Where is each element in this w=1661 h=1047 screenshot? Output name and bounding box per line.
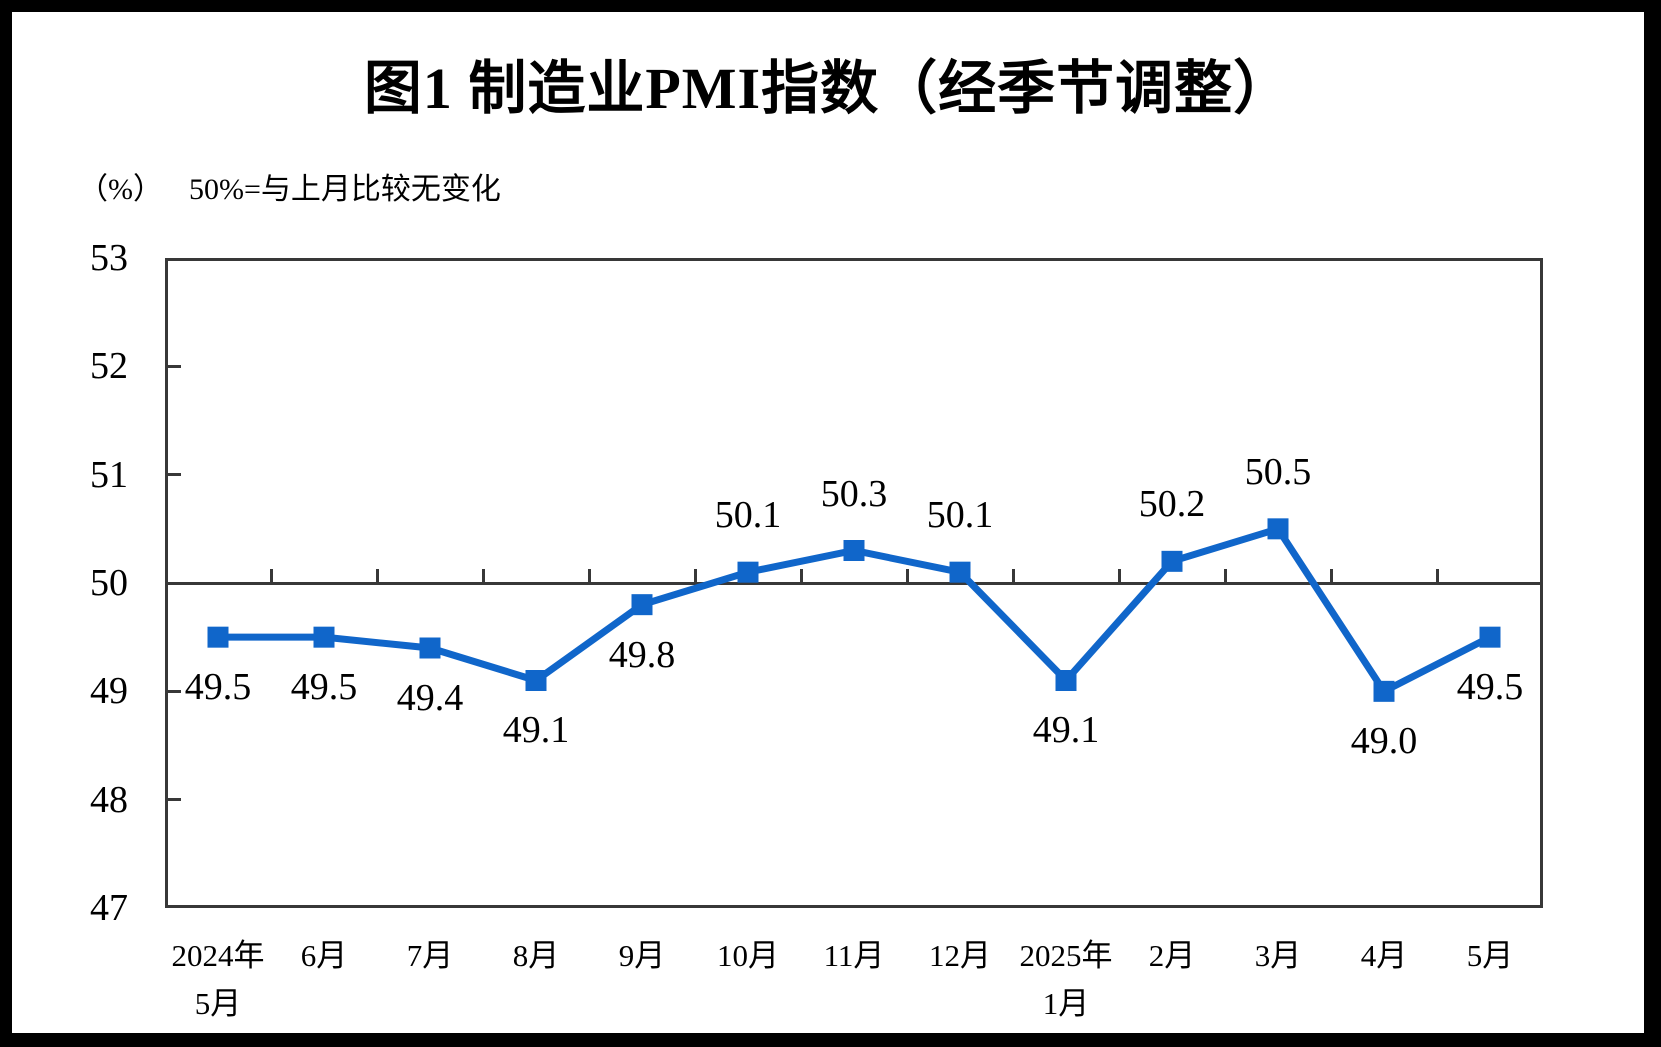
data-point-marker	[1479, 626, 1501, 648]
x-axis-label: 9月	[557, 932, 727, 980]
x-axis-tick	[270, 569, 273, 583]
x-axis-label: 12月	[875, 932, 1045, 980]
x-axis-label-line: 12月	[929, 938, 991, 973]
data-label: 50.1	[926, 494, 994, 536]
data-point-marker	[1055, 670, 1077, 691]
x-axis-tick	[1436, 569, 1439, 583]
data-label: 49.5	[290, 666, 358, 708]
data-label: 50.1	[714, 494, 782, 536]
x-axis-label-line: 3月	[1254, 938, 1302, 973]
x-axis-tick	[376, 569, 379, 583]
x-axis-tick	[1330, 569, 1333, 583]
data-label: 49.1	[502, 709, 570, 751]
y-axis-label: 48	[90, 778, 128, 821]
baseline-50-line	[165, 582, 1543, 585]
y-axis-tick	[168, 365, 181, 368]
unit-label: （%）	[78, 173, 163, 206]
x-axis-label-line: 5月	[1466, 938, 1514, 973]
y-axis-tick	[168, 798, 181, 801]
x-axis-label-line: 6月	[300, 938, 348, 973]
data-point-marker	[1161, 550, 1183, 572]
y-axis-label: 52	[90, 345, 128, 388]
data-label: 50.5	[1244, 451, 1312, 493]
data-label: 50.2	[1138, 483, 1206, 525]
x-axis-tick	[694, 569, 697, 583]
baseline-note: 50%=与上月比较无变化	[189, 173, 501, 206]
x-axis-tick	[800, 569, 803, 583]
x-axis-label: 5月	[1405, 932, 1575, 980]
data-point-marker	[949, 561, 971, 583]
x-axis-tick	[482, 569, 485, 583]
x-axis-label-line: 5月	[194, 986, 242, 1021]
data-label: 49.8	[608, 634, 676, 676]
x-axis-label-line: 1月	[1042, 986, 1090, 1021]
y-axis-tick	[168, 690, 181, 693]
x-axis-label-line: 9月	[618, 938, 666, 973]
data-point-marker	[419, 637, 441, 659]
y-axis-tick	[168, 473, 181, 476]
y-axis-label: 49	[90, 670, 128, 713]
x-axis-label-line: 8月	[512, 938, 560, 973]
axis-unit-row: （%） 50%=与上月比较无变化	[78, 170, 501, 210]
data-point-marker	[313, 626, 335, 648]
data-label: 49.0	[1350, 720, 1418, 762]
data-label: 49.4	[396, 677, 464, 719]
x-axis-label: 3月	[1193, 932, 1363, 980]
data-point-marker	[207, 626, 229, 648]
x-axis-label-line: 2025年	[1019, 938, 1113, 973]
y-axis-label: 47	[90, 887, 128, 929]
x-axis-label-line: 4月	[1360, 938, 1408, 973]
x-axis-label: 2025年 1月	[981, 932, 1151, 1028]
x-axis-label: 6月	[239, 932, 409, 980]
data-point-marker	[843, 540, 865, 561]
x-axis-label-line: 2024年	[171, 938, 265, 973]
data-point-marker	[1267, 518, 1289, 540]
x-axis-label-line: 2月	[1148, 938, 1196, 973]
data-label: 49.1	[1032, 709, 1100, 751]
x-axis-label: 10月	[663, 932, 833, 980]
x-axis-label: 11月	[769, 932, 939, 980]
x-axis-label: 2月	[1087, 932, 1257, 980]
data-point-marker	[525, 670, 547, 691]
chart-title: 图1 制造业PMI指数（经季节调整）	[363, 56, 1293, 121]
y-axis-label: 53	[90, 237, 128, 279]
x-axis-tick	[906, 569, 909, 583]
x-axis-tick	[1224, 569, 1227, 583]
line-chart-svg	[207, 518, 1501, 702]
x-axis-tick	[1118, 569, 1121, 583]
data-point-marker	[737, 561, 759, 583]
data-label: 49.5	[1456, 666, 1524, 708]
x-axis-label: 2024年 5月	[133, 932, 303, 1028]
x-axis-label-line: 10月	[717, 938, 779, 973]
x-axis-label: 7月	[345, 932, 515, 980]
y-axis-label: 51	[90, 453, 128, 496]
x-axis-label-line: 11月	[823, 938, 885, 973]
x-axis-tick	[588, 569, 591, 583]
x-axis-label: 4月	[1299, 932, 1469, 980]
data-label: 50.3	[820, 473, 888, 515]
x-axis-label: 8月	[451, 932, 621, 980]
y-axis-label: 50	[90, 562, 128, 604]
x-axis-label-line: 7月	[406, 938, 454, 973]
data-point-marker	[631, 594, 653, 616]
data-label: 49.5	[184, 666, 252, 708]
figure-canvas: 图1 制造业PMI指数（经季节调整） （%） 50%=与上月比较无变化 53 52 5…	[12, 12, 1644, 1033]
data-point-marker	[1373, 680, 1395, 702]
x-axis-tick	[1012, 569, 1015, 583]
